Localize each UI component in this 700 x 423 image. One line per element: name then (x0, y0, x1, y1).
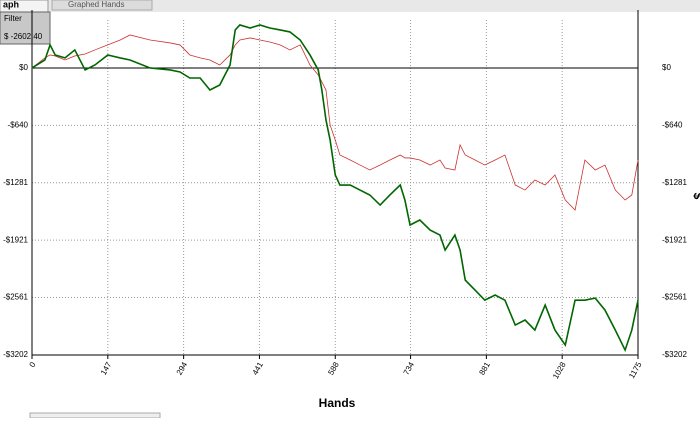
y-tick-label: -$2561 (3, 293, 28, 302)
series-line (31, 34, 639, 211)
filter-box[interactable] (0, 11, 51, 45)
y-tick-label-right: -$2561 (662, 293, 687, 302)
x-tick-label: 147 (99, 360, 114, 377)
x-tick-label: 0 (28, 360, 38, 369)
x-tick-label: 441 (251, 360, 266, 377)
tab-label: Graphed Hands (68, 0, 124, 9)
x-tick-label: 1175 (627, 360, 644, 380)
y-tick-label-right: -$1281 (662, 178, 687, 187)
y-tick-label: -$1921 (3, 235, 28, 244)
y-tick-label-right: -$1921 (662, 235, 687, 244)
x-tick-label: 1028 (551, 360, 568, 380)
y-tick-label: -$1281 (3, 178, 28, 187)
x-tick-label: 881 (477, 360, 492, 377)
y-tick-label: $0 (19, 63, 28, 72)
y-axis-label: $ (691, 193, 700, 200)
scrollbar[interactable] (29, 412, 161, 419)
y-tick-label-right: -$640 (662, 120, 683, 129)
tab-label: aph (3, 0, 19, 9)
series-line (31, 24, 639, 353)
x-tick-label: 294 (175, 360, 190, 377)
y-tick-label: -$640 (8, 120, 29, 129)
y-tick-label-right: -$3202 (662, 350, 687, 359)
filter-value: $ -2602.40 (4, 32, 43, 41)
x-axis-label: Hands (319, 396, 356, 410)
tab-bar (0, 0, 700, 12)
y-tick-label-right: $0 (662, 63, 671, 72)
x-tick-label: 588 (326, 360, 341, 377)
x-tick-label: 734 (402, 360, 417, 377)
tab[interactable] (51, 0, 153, 11)
filter-title: Filter (4, 14, 22, 23)
y-tick-label: -$3202 (3, 350, 28, 359)
